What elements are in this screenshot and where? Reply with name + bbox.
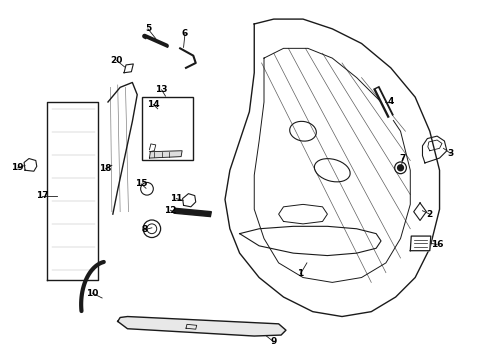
Circle shape <box>143 220 160 238</box>
Text: 13: 13 <box>155 85 167 94</box>
Polygon shape <box>413 203 426 220</box>
Text: 5: 5 <box>144 24 151 33</box>
Polygon shape <box>149 151 182 158</box>
Text: 15: 15 <box>135 179 147 188</box>
Circle shape <box>141 183 153 195</box>
Polygon shape <box>118 316 285 336</box>
Bar <box>142 97 193 161</box>
Circle shape <box>397 165 403 171</box>
Text: 10: 10 <box>86 289 99 298</box>
Polygon shape <box>182 194 195 207</box>
Polygon shape <box>409 236 430 251</box>
Text: 9: 9 <box>270 337 276 346</box>
Text: 19: 19 <box>11 163 24 172</box>
Polygon shape <box>173 208 211 217</box>
Text: 11: 11 <box>170 194 182 203</box>
Text: 8: 8 <box>141 225 147 234</box>
Text: 7: 7 <box>399 154 406 163</box>
Text: 12: 12 <box>164 206 176 215</box>
Circle shape <box>147 224 157 234</box>
Text: 6: 6 <box>182 29 188 38</box>
Text: 1: 1 <box>297 269 303 278</box>
Text: 18: 18 <box>99 164 112 173</box>
Text: 20: 20 <box>110 56 122 65</box>
Polygon shape <box>24 158 37 171</box>
Text: 3: 3 <box>446 149 452 158</box>
Text: 14: 14 <box>147 100 159 109</box>
Text: 16: 16 <box>430 240 443 249</box>
Text: 2: 2 <box>426 210 432 219</box>
Text: 17: 17 <box>36 191 48 200</box>
Text: 4: 4 <box>387 98 393 107</box>
Circle shape <box>394 162 406 174</box>
